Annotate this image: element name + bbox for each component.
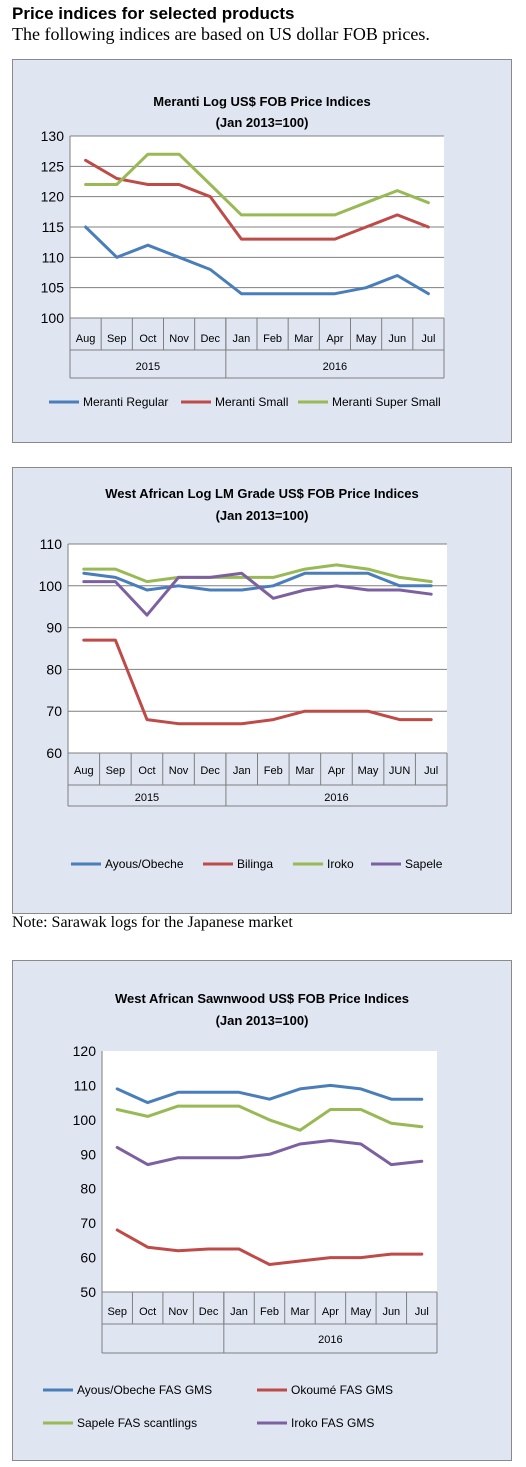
legend-label: Iroko FAS GMS <box>291 1416 374 1430</box>
x-tick-label: Apr <box>328 765 345 777</box>
sawnwood-chart: West African Sawnwood US$ FOB Price Indi… <box>12 960 512 1461</box>
chart-subtitle: (Jan 2013=100) <box>216 115 309 130</box>
x-tick-label: Oct <box>138 765 155 777</box>
x-tick-label: Feb <box>263 333 282 345</box>
x-tick-label: Sep <box>107 333 127 345</box>
x-tick-label: JUN <box>389 765 410 777</box>
x-tick-label: Jun <box>382 1306 400 1318</box>
y-tick-label: 60 <box>46 745 62 761</box>
x-tick-label: Aug <box>74 765 94 777</box>
legend-label: Ayous/Obeche <box>105 857 184 871</box>
series-line-meranti-small <box>84 158 430 241</box>
y-tick-label: 130 <box>41 128 65 144</box>
west-african-log-chart-svg: West African Log LM Grade US$ FOB Price … <box>39 486 448 871</box>
y-tick-label: 80 <box>80 1181 96 1197</box>
legend-label: Bilinga <box>237 857 273 871</box>
x-tick-label: Mar <box>290 1306 309 1318</box>
x-tick-label: Jul <box>415 1306 429 1318</box>
series-line-bilinga <box>82 638 433 726</box>
y-tick-label: 70 <box>46 703 62 719</box>
y-tick-label: 110 <box>40 536 63 552</box>
x-tick-label: Jan <box>230 1306 248 1318</box>
series-line-iroko <box>82 563 433 584</box>
series-line-meranti-super-small <box>84 152 430 217</box>
series-line-sapele <box>82 571 433 617</box>
y-tick-label: 120 <box>73 1043 97 1059</box>
legend-label: Meranti Super Small <box>332 395 441 409</box>
meranti-chart-svg: Meranti Log US$ FOB Price Indices (Jan 20… <box>41 94 445 409</box>
chart-note: Note: Sarawak logs for the Japanese mark… <box>12 914 293 931</box>
x-tick-label: Feb <box>264 765 283 777</box>
x-tick-label: Apr <box>326 333 343 345</box>
x-tick-label: Nov <box>169 333 189 345</box>
y-tick-label: 100 <box>41 310 65 326</box>
x-tick-label: Jul <box>424 765 438 777</box>
x-tick-label: May <box>358 765 379 777</box>
x-tick-label: Jul <box>421 333 435 345</box>
x-group-label: 2015 <box>135 792 159 804</box>
chart-subtitle: (Jan 2013=100) <box>216 508 309 523</box>
y-tick-label: 90 <box>46 620 62 636</box>
legend-label: Okoumé FAS GMS <box>291 1383 393 1397</box>
west-african-log-chart: West African Log LM Grade US$ FOB Price … <box>12 467 512 914</box>
series-line-meranti-regular <box>84 225 430 296</box>
x-tick-label: Jun <box>388 333 406 345</box>
legend-label: Sapele FAS scantlings <box>77 1416 197 1430</box>
plot-area <box>102 1051 437 1292</box>
chart-title: West African Log LM Grade US$ FOB Price … <box>105 486 419 501</box>
y-tick-label: 100 <box>73 1112 97 1128</box>
y-tick-label: 105 <box>41 280 65 296</box>
chart-subtitle: (Jan 2013=100) <box>216 1013 309 1028</box>
legend-label: Ayous/Obeche FAS GMS <box>77 1383 212 1397</box>
legend-label: Meranti Regular <box>83 395 168 409</box>
x-tick-label: Dec <box>199 1306 219 1318</box>
x-group-label: 2016 <box>318 1334 342 1346</box>
series-line-ayous-obeche <box>82 571 433 592</box>
x-tick-label: May <box>350 1306 371 1318</box>
page-heading: Price indices for selected products <box>12 4 295 23</box>
chart-title: Meranti Log US$ FOB Price Indices <box>153 94 370 109</box>
sawnwood-chart-svg: West African Sawnwood US$ FOB Price Indi… <box>43 991 438 1430</box>
x-tick-label: Mar <box>295 765 314 777</box>
x-tick-label: Oct <box>139 1306 156 1318</box>
y-tick-label: 125 <box>41 158 65 174</box>
x-tick-label: Sep <box>106 765 126 777</box>
x-tick-label: Dec <box>200 333 220 345</box>
y-tick-label: 50 <box>80 1284 96 1300</box>
x-tick-label: Dec <box>200 765 220 777</box>
x-tick-label: Mar <box>294 333 313 345</box>
y-tick-label: 110 <box>74 1077 97 1093</box>
y-tick-label: 60 <box>80 1250 96 1266</box>
x-tick-label: Jan <box>233 333 251 345</box>
x-tick-label: Oct <box>139 333 156 345</box>
page-subheading: The following indices are based on US do… <box>12 24 430 44</box>
meranti-chart: Meranti Log US$ FOB Price Indices (Jan 20… <box>12 59 512 443</box>
x-tick-label: Nov <box>168 1306 188 1318</box>
x-tick-label: Feb <box>260 1306 279 1318</box>
legend-label: Meranti Small <box>215 395 288 409</box>
x-group-label: 2016 <box>323 361 347 373</box>
x-tick-label: Sep <box>107 1306 127 1318</box>
y-tick-label: 90 <box>80 1146 96 1162</box>
x-group-label: 2016 <box>324 792 348 804</box>
legend-label: Sapele <box>405 857 443 871</box>
x-tick-label: Jan <box>233 765 251 777</box>
y-tick-label: 80 <box>46 661 62 677</box>
y-tick-label: 100 <box>39 578 63 594</box>
y-tick-label: 115 <box>42 219 65 235</box>
x-group-label: 2015 <box>136 361 160 373</box>
y-tick-label: 110 <box>42 249 65 265</box>
x-tick-label: Nov <box>169 765 189 777</box>
x-tick-label: Apr <box>322 1306 339 1318</box>
chart-title: West African Sawnwood US$ FOB Price Indi… <box>115 991 409 1006</box>
y-tick-label: 70 <box>80 1215 96 1231</box>
legend-label: Iroko <box>327 857 354 871</box>
x-tick-label: May <box>356 333 377 345</box>
x-tick-label: Aug <box>76 333 96 345</box>
y-tick-label: 120 <box>41 189 65 205</box>
